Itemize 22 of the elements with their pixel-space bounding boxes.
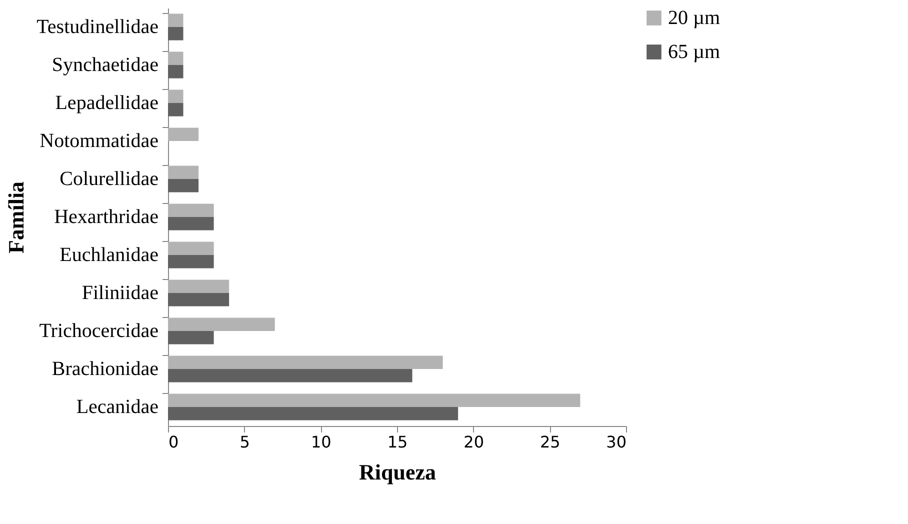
x-axis-title: Riqueza	[359, 460, 436, 484]
y-tick-label: Filiniidae	[82, 282, 159, 304]
y-tick-label: Lepadellidae	[55, 92, 159, 114]
legend-label: 20 µm	[668, 7, 721, 29]
y-tick-label: Notommatidae	[40, 130, 159, 152]
y-tick-label: Brachionidae	[52, 358, 159, 380]
x-tick-label: 25	[540, 432, 560, 452]
y-tick-label: Synchaetidae	[52, 54, 159, 76]
y-tick-label: Hexarthridae	[54, 206, 159, 228]
x-tick-label: 5	[240, 432, 250, 452]
legend-label: 65 µm	[668, 41, 721, 63]
y-tick-label: Trichocercidae	[39, 320, 159, 342]
x-tick-label: 15	[387, 432, 408, 452]
x-tick-label: 30	[606, 432, 626, 452]
y-tick-label: Euchlanidae	[60, 244, 159, 266]
x-tick-label: 0	[168, 432, 179, 452]
y-tick-label: Lecanidae	[76, 396, 159, 418]
x-tick-label: 10	[310, 432, 332, 452]
y-axis-title: Família	[4, 181, 29, 254]
x-tick-label: 20	[464, 432, 484, 452]
y-tick-label: Colurellidae	[60, 168, 159, 190]
y-tick-label: Testudinellidae	[36, 16, 159, 38]
